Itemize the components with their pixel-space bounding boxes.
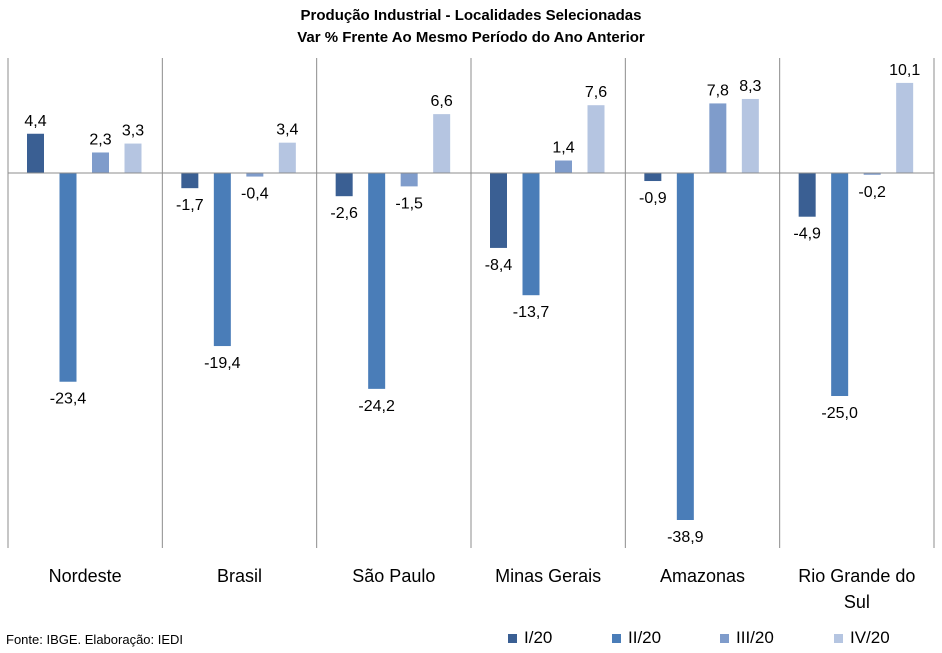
category-label: Rio Grande do [798,566,915,586]
bar [335,173,353,197]
bar [92,152,109,173]
data-label: 7,6 [585,84,607,101]
bar [896,82,914,173]
bar [644,173,662,182]
data-label: 3,4 [276,122,298,139]
bar [213,173,231,347]
data-label: -0,9 [639,190,667,207]
legend-swatch [720,633,729,643]
bar [246,173,264,177]
legend-label: IV/20 [850,628,890,647]
legend-swatch [834,633,843,643]
bar [555,160,572,173]
category-label: São Paulo [352,566,435,586]
data-label: 3,3 [122,123,144,140]
data-label: 6,6 [431,93,453,110]
source-note: Fonte: IBGE. Elaboração: IEDI [6,632,184,647]
legend-label: III/20 [736,628,774,647]
data-label: -8,4 [485,257,513,274]
bar [59,173,77,382]
data-label: -1,7 [176,197,204,214]
data-label: -13,7 [513,304,550,321]
legend: I/20 II/20 III/20 IV/20 [0,628,942,650]
bar [522,173,540,296]
bar [741,98,759,173]
data-label: 4,4 [24,113,46,130]
data-label: -0,2 [858,184,886,201]
chart-subtitle: Var % Frente Ao Mesmo Período do Ano Ant… [297,29,645,46]
category-label: Nordeste [49,566,122,586]
bar [368,173,386,389]
data-label: 1,4 [552,140,574,157]
data-label: -24,2 [358,398,395,415]
data-label: -1,5 [395,195,423,212]
legend-swatch [612,633,621,643]
data-label: -25,0 [821,405,858,422]
data-label: -4,9 [793,226,821,243]
legend-item-iv20: IV/20 [834,628,890,648]
data-label: -23,4 [50,391,87,408]
category-label: Brasil [217,566,262,586]
legend-item-iii20: III/20 [720,628,774,648]
chart-title: Produção Industrial - Localidades Seleci… [300,7,642,24]
bar [181,173,199,189]
bar [587,105,605,173]
bar [676,173,694,520]
bar [400,173,418,187]
bar [863,173,881,175]
data-label: 8,3 [739,78,761,95]
bar-chart: 4,4 -1,7 -2,6 -8,4 -0,9 -4,9 -23,4 -19,4 -24,2 -1… [7,58,935,612]
legend-label: I/20 [524,628,553,647]
data-label: -38,9 [667,529,704,546]
bar [278,142,296,173]
data-label: 10,1 [889,62,920,79]
data-label: -2,6 [330,205,358,222]
bar [798,173,816,217]
legend-swatch [508,633,517,643]
category-label: Sul [844,592,870,612]
data-label: 2,3 [89,131,111,148]
data-label: -19,4 [204,355,241,372]
data-label: -0,4 [241,186,269,203]
bar [490,173,507,248]
legend-label: II/20 [628,628,662,647]
legend-item-i20: I/20 [508,628,552,648]
bar [124,143,142,173]
legend-item-ii20: II/20 [612,628,661,648]
bar [433,114,451,173]
bar [27,133,44,173]
category-label: Minas Gerais [495,566,601,586]
category-label: Amazonas [660,566,745,586]
data-label: 7,8 [707,82,729,99]
bar [831,173,849,397]
bar [709,103,727,173]
